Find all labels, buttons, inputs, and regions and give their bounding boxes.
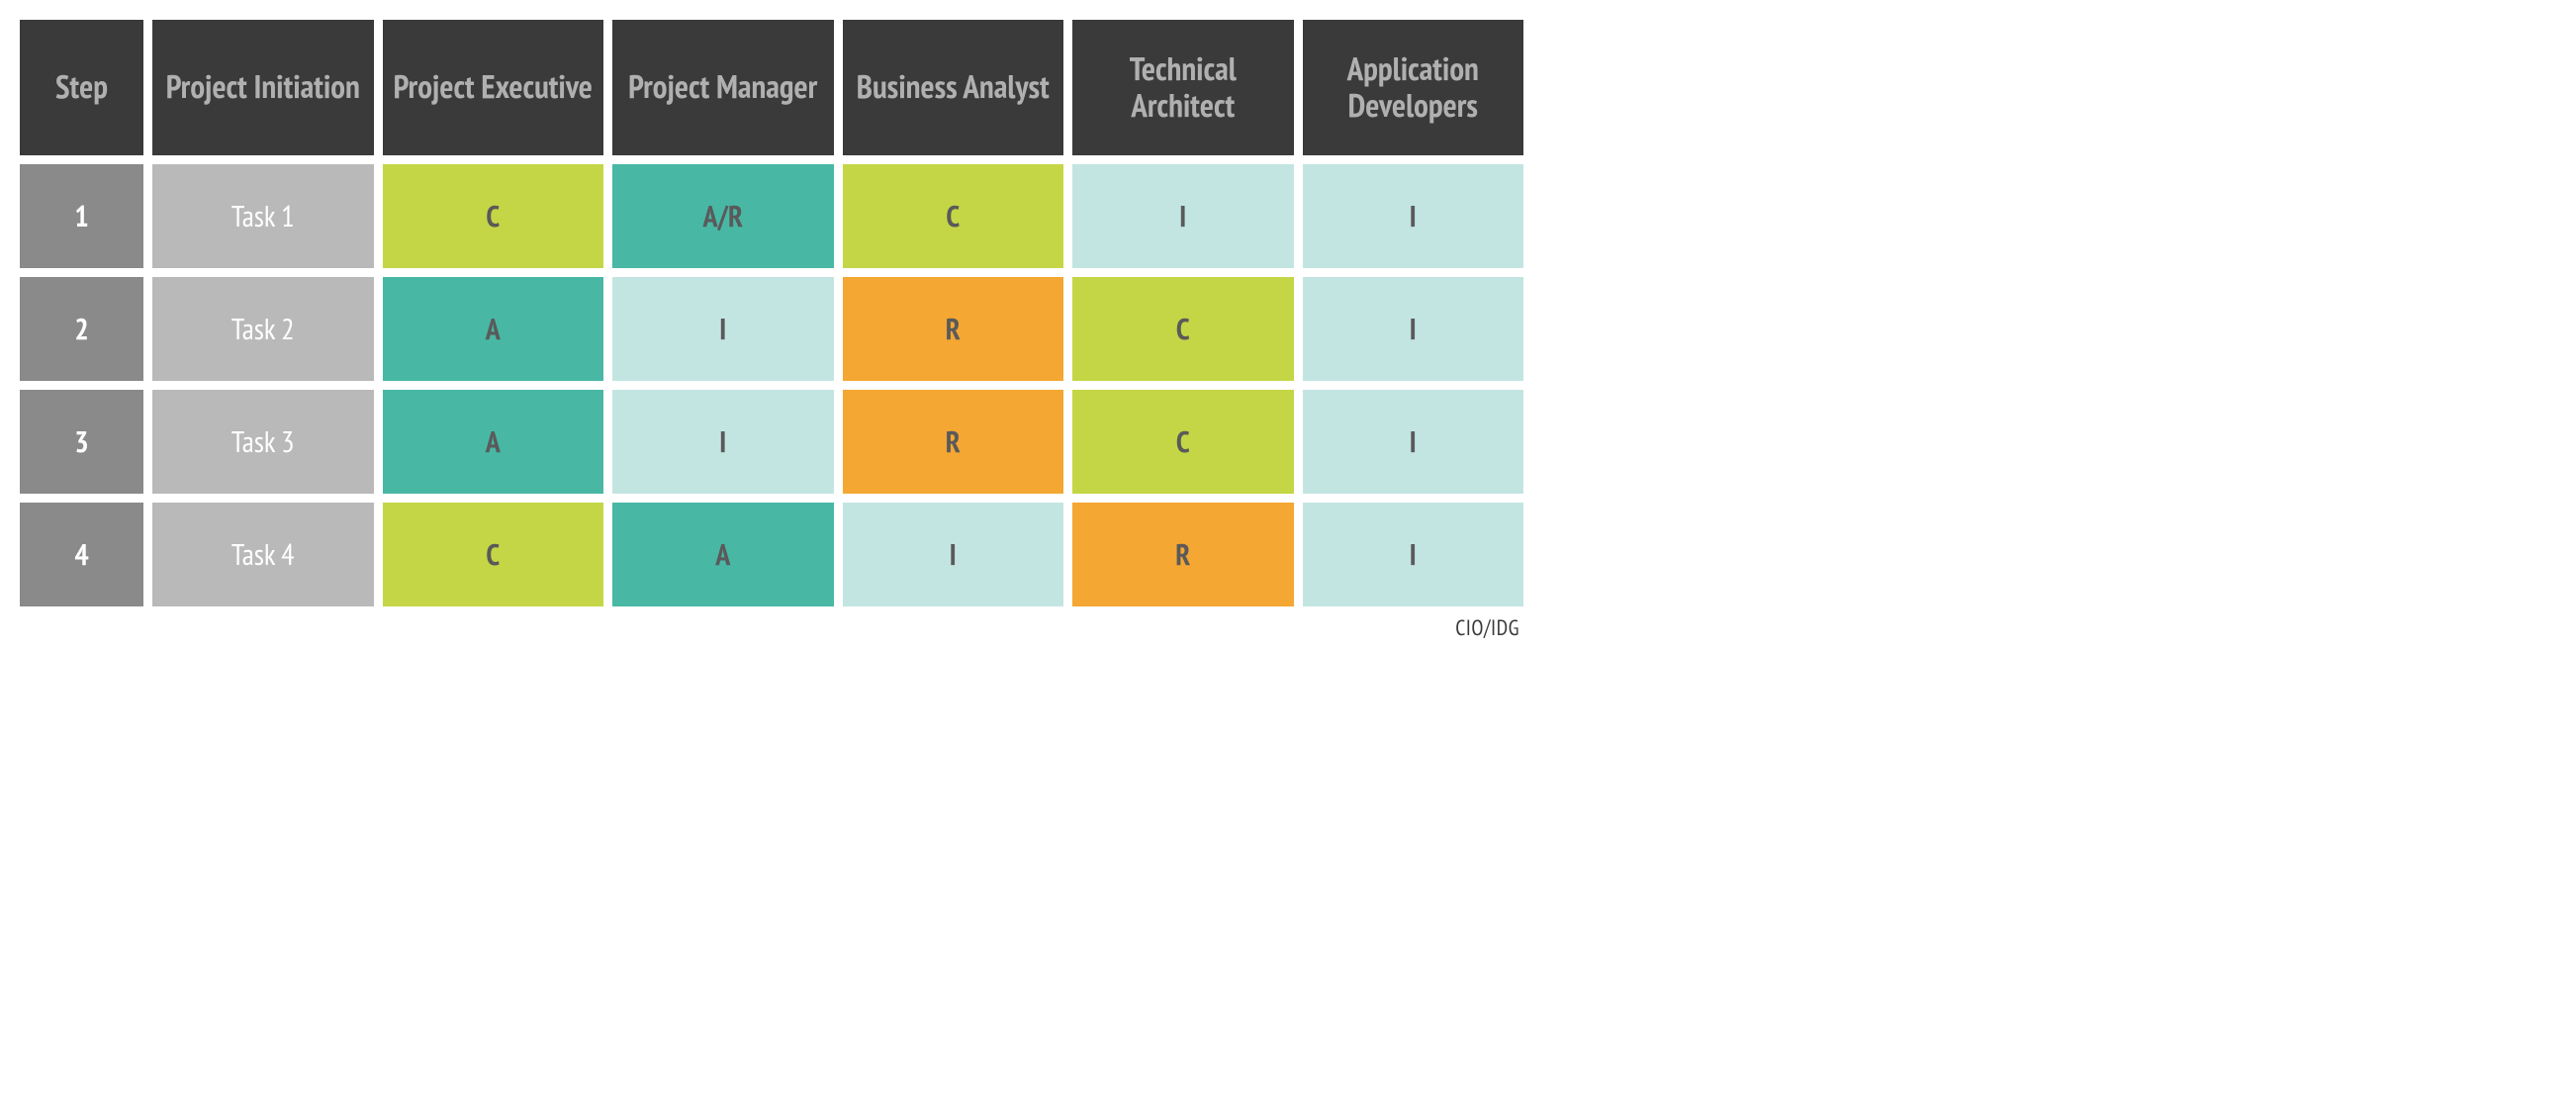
column-header: Application Developers [1303,20,1524,155]
column-header: Project Manager [612,20,834,155]
raci-cell: I [612,277,834,381]
raci-cell: A [383,390,604,494]
task-name: Task 2 [152,277,374,381]
raci-cell: I [1303,390,1524,494]
raci-cell: R [843,277,1064,381]
step-number: 3 [20,390,143,494]
raci-cell: A/R [612,164,834,268]
raci-cell: I [612,390,834,494]
raci-cell: C [1072,390,1294,494]
raci-cell: A [383,277,604,381]
step-number: 2 [20,277,143,381]
raci-cell: I [1303,277,1524,381]
column-header: Step [20,20,143,155]
step-number: 4 [20,503,143,606]
raci-cell: C [383,164,604,268]
raci-cell: R [843,390,1064,494]
task-name: Task 1 [152,164,374,268]
column-header: Technical Architect [1072,20,1294,155]
raci-cell: R [1072,503,1294,606]
raci-cell: C [1072,277,1294,381]
credit-line: CIO/IDG [20,614,1523,642]
column-header: Project Initiation [152,20,374,155]
column-header: Business Analyst [843,20,1064,155]
raci-cell: I [1072,164,1294,268]
raci-cell: I [843,503,1064,606]
raci-cell: C [383,503,604,606]
raci-matrix-table: StepProject InitiationProject ExecutiveP… [20,20,1523,606]
column-header: Project Executive [383,20,604,155]
step-number: 1 [20,164,143,268]
task-name: Task 4 [152,503,374,606]
raci-cell: I [1303,503,1524,606]
raci-cell: I [1303,164,1524,268]
raci-cell: C [843,164,1064,268]
raci-cell: A [612,503,834,606]
task-name: Task 3 [152,390,374,494]
